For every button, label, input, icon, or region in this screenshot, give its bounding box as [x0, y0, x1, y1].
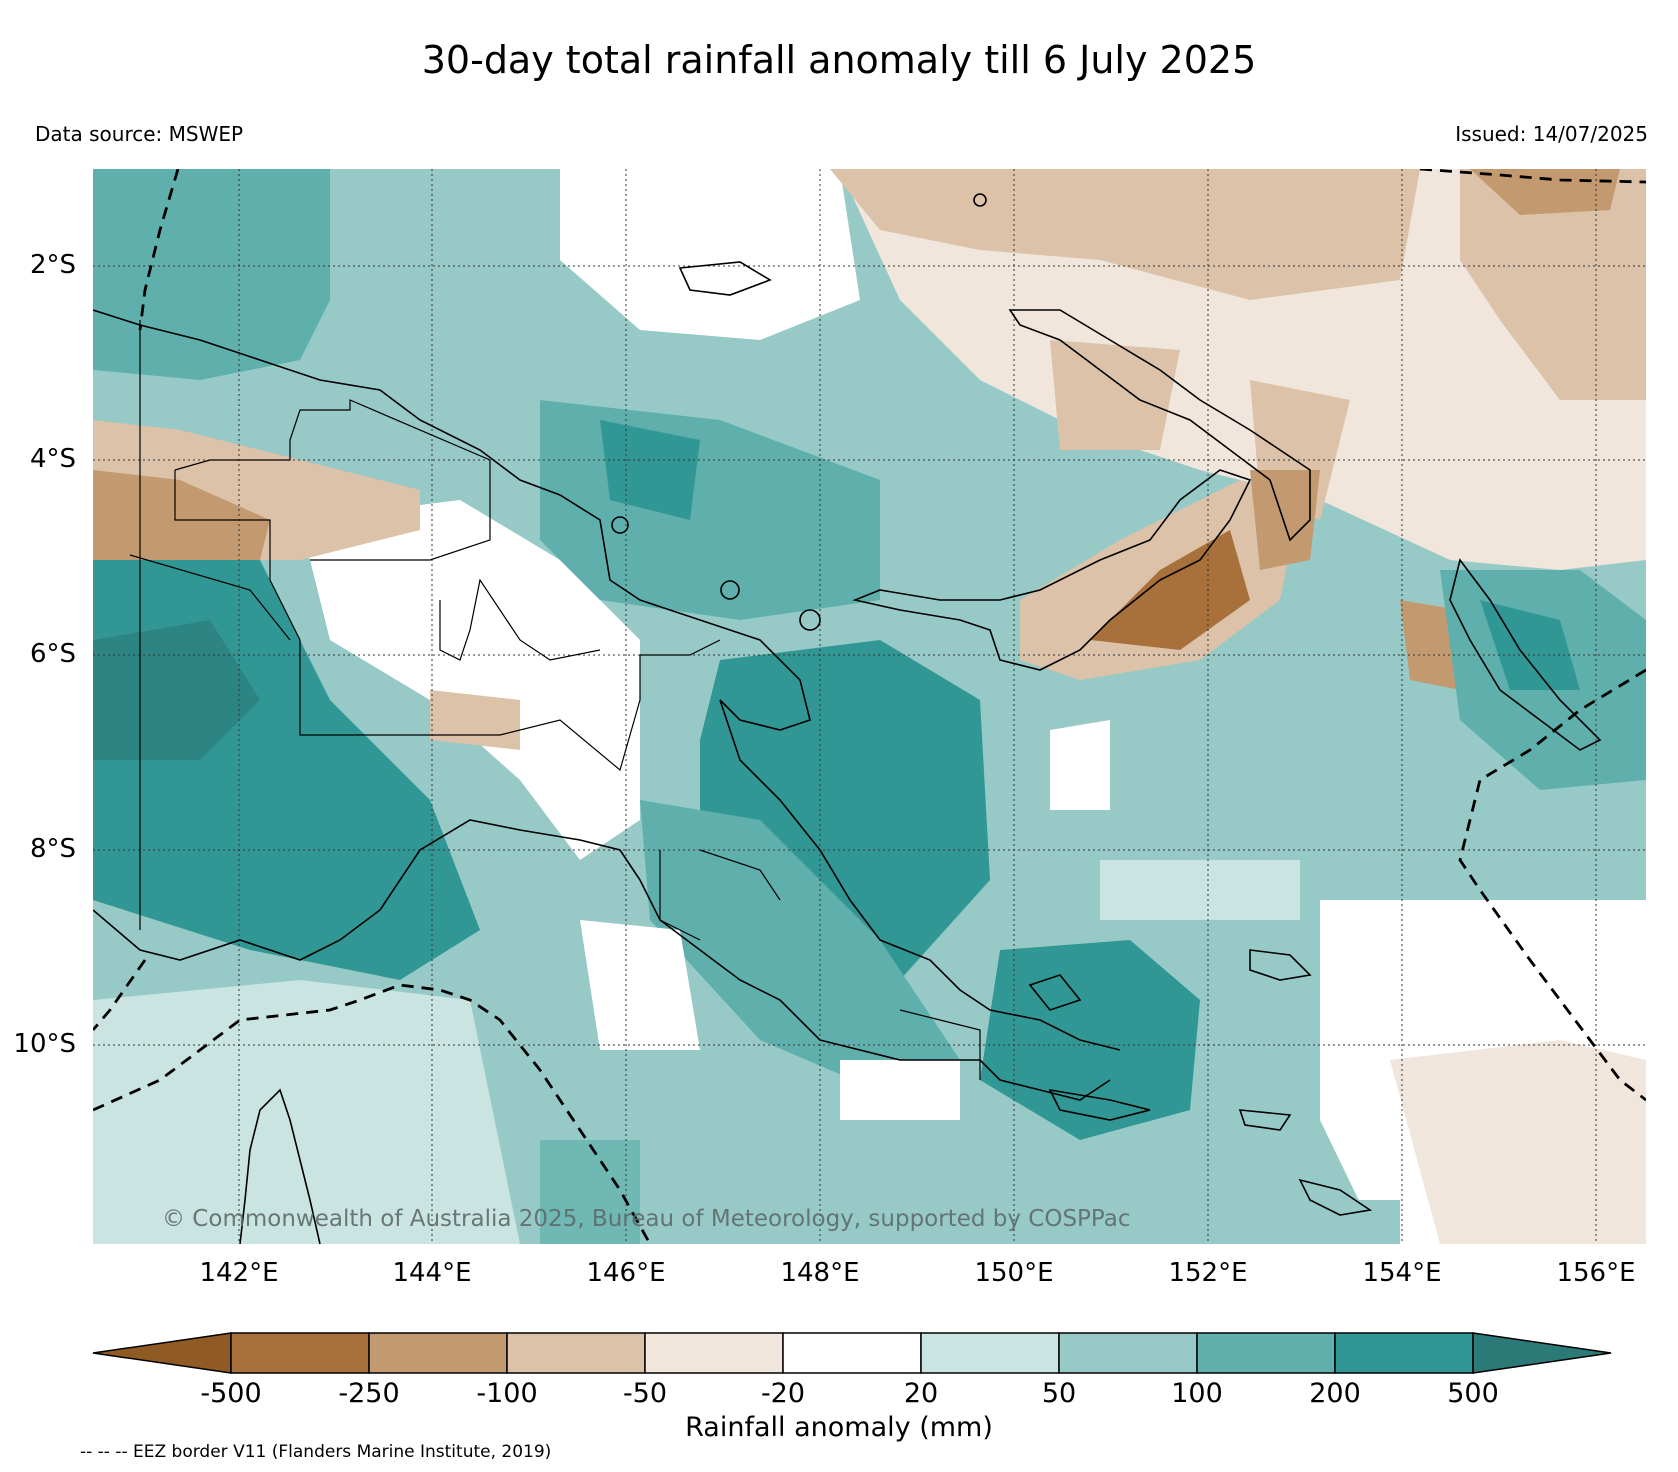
longitude-label: 152°E	[1168, 1258, 1248, 1288]
colorbar-segment	[782, 1332, 922, 1374]
latitude-label: 2°S	[29, 250, 76, 280]
data-source-label: Data source: MSWEP	[35, 122, 244, 146]
colorbar-segment	[368, 1332, 508, 1374]
latitude-label: 8°S	[29, 834, 76, 864]
longitude-label: 156°E	[1556, 1258, 1636, 1288]
colorbar-tick: -20	[760, 1378, 806, 1409]
colorbar-segment	[1196, 1332, 1336, 1374]
colorbar-segment	[1058, 1332, 1198, 1374]
longitude-label: 150°E	[974, 1258, 1054, 1288]
colorbar-tick: 50	[1041, 1378, 1077, 1409]
issued-date-label: Issued: 14/07/2025	[1455, 122, 1648, 146]
eez-borders	[93, 169, 1646, 1244]
colorbar-segment	[920, 1332, 1060, 1374]
copyright-watermark: © Commonwealth of Australia 2025, Bureau…	[162, 1206, 1131, 1232]
colorbar-tick: 100	[1171, 1378, 1223, 1409]
colorbar-tick: -100	[476, 1378, 538, 1409]
longitude-label: 146°E	[586, 1258, 666, 1288]
longitude-label: 148°E	[780, 1258, 860, 1288]
colorbar-tick: 20	[903, 1378, 939, 1409]
colorbar-tick: -50	[622, 1378, 668, 1409]
longitude-label: 144°E	[392, 1258, 472, 1288]
colorbar-segment	[506, 1332, 646, 1374]
colorbar-label: Rainfall anomaly (mm)	[685, 1412, 993, 1443]
colorbar-tick: 200	[1309, 1378, 1361, 1409]
latitude-label: 4°S	[29, 444, 76, 474]
map-gridlines	[93, 169, 1646, 1244]
eez-legend-note: -- -- -- EEZ border V11 (Flanders Marine…	[80, 1442, 552, 1462]
latitude-label: 10°S	[13, 1029, 76, 1059]
colorbar-tick: -250	[338, 1378, 400, 1409]
longitude-label: 154°E	[1362, 1258, 1442, 1288]
colorbar-segment	[644, 1332, 784, 1374]
map-title: 30-day total rainfall anomaly till 6 Jul…	[421, 38, 1257, 82]
province-borders	[129, 320, 981, 1080]
colorbar-tick: 500	[1447, 1378, 1499, 1409]
colorbar-tick: -500	[200, 1378, 262, 1409]
colorbar-segment	[230, 1332, 370, 1374]
colorbar	[92, 1332, 1612, 1374]
longitude-label: 142°E	[199, 1258, 279, 1288]
colorbar-segment	[1334, 1332, 1474, 1374]
colorbar-low-extension	[92, 1332, 232, 1374]
coastlines	[93, 193, 1602, 1244]
latitude-label: 6°S	[29, 639, 76, 669]
colorbar-high-extension	[1472, 1332, 1612, 1374]
